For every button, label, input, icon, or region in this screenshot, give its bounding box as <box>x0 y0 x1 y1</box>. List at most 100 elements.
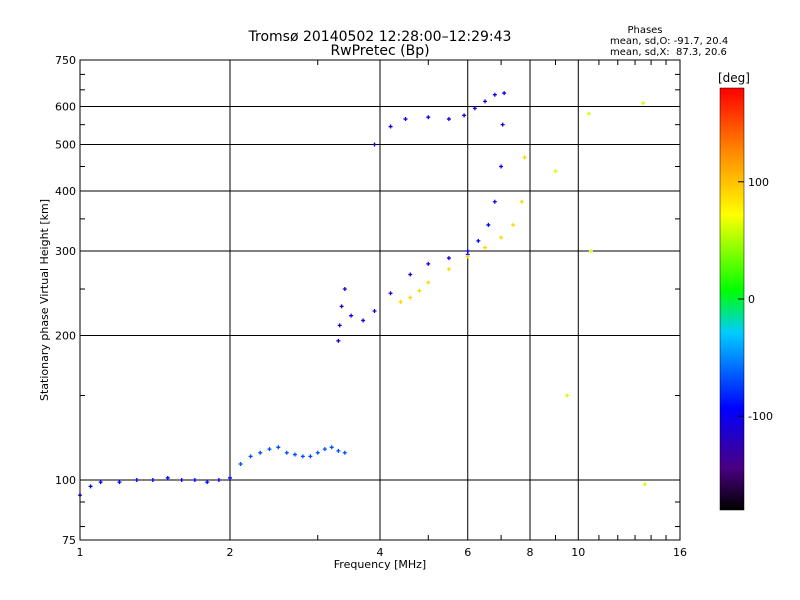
data-point <box>388 124 393 129</box>
data-point <box>88 484 93 489</box>
data-point <box>258 450 263 455</box>
data-point <box>476 238 481 243</box>
colorbar-tick-label: -100 <box>748 410 773 423</box>
stats-x-line: mean, sd,X: 87.3, 20.6 <box>610 47 727 58</box>
data-point <box>205 480 210 485</box>
x-axis-label: Frequency [MHz] <box>334 558 426 571</box>
y-tick-label: 100 <box>55 474 76 487</box>
data-point <box>308 454 313 459</box>
data-point <box>500 122 505 127</box>
y-tick-label: 400 <box>55 185 76 198</box>
data-point <box>228 475 232 480</box>
y-axis-label: Stationary phase Virtual Height [km] <box>38 199 51 401</box>
data-point <box>417 288 422 293</box>
y-tick-label: 75 <box>62 534 76 547</box>
colorbar-ticks: 100 0 -100 <box>738 176 773 423</box>
x-tick-label: 10 <box>571 546 585 559</box>
data-point <box>329 445 334 450</box>
data-point <box>641 101 646 106</box>
y-tick-label: 600 <box>55 101 76 114</box>
data-point <box>642 482 647 487</box>
data-point <box>499 235 504 240</box>
y-tick-label: 500 <box>55 139 76 152</box>
chart-title: Tromsø 20140502 12:28:00–12:29:43 <box>248 29 512 45</box>
y-tick-label: 750 <box>55 54 76 67</box>
data-point <box>292 452 297 457</box>
data-point <box>339 304 344 309</box>
data-point <box>483 99 488 104</box>
data-point <box>398 299 403 304</box>
y-tick-label: 200 <box>55 330 76 343</box>
data-point <box>267 447 272 452</box>
data-point <box>342 287 347 292</box>
x-tick-label: 16 <box>673 546 687 559</box>
x-tick-label: 6 <box>464 546 471 559</box>
data-point <box>403 117 408 122</box>
axis-ticks: 1 2 4 6 8 10 16 75 100 200 300 400 500 600 750 <box>55 54 687 559</box>
data-point <box>483 245 488 250</box>
data-point <box>238 461 243 466</box>
data-point <box>462 113 467 118</box>
stats-title: Phases <box>627 25 662 36</box>
data-point <box>446 256 451 261</box>
data-point <box>426 280 431 285</box>
data-point <box>276 445 281 450</box>
x-tick-label: 8 <box>527 546 534 559</box>
colorbar-label: [deg] <box>718 71 750 85</box>
data-points <box>78 91 647 498</box>
data-point <box>337 323 342 328</box>
data-point <box>342 450 347 455</box>
data-point <box>511 222 516 227</box>
data-point <box>472 106 477 111</box>
data-point <box>522 155 527 160</box>
data-point <box>499 164 504 169</box>
data-point <box>192 478 197 483</box>
data-point <box>408 272 413 277</box>
data-point <box>426 261 431 266</box>
y-tick-label: 300 <box>55 245 76 258</box>
data-point <box>336 448 341 453</box>
data-point <box>408 295 413 300</box>
data-point <box>349 313 354 318</box>
data-point <box>179 478 184 483</box>
data-point <box>492 92 497 97</box>
data-point <box>361 318 366 323</box>
plot-frame <box>79 59 681 541</box>
data-point <box>586 111 591 116</box>
data-point <box>372 142 377 147</box>
data-point <box>134 478 139 483</box>
data-point <box>315 450 320 455</box>
data-point <box>519 199 524 204</box>
x-tick-label: 2 <box>227 546 234 559</box>
data-point <box>117 480 122 485</box>
data-point <box>372 308 377 313</box>
data-point <box>216 478 221 483</box>
colorbar-tick-label: 100 <box>748 176 769 189</box>
data-point <box>388 291 393 296</box>
data-point <box>492 199 497 204</box>
data-point <box>465 249 470 254</box>
data-point <box>588 249 593 254</box>
data-point <box>98 480 103 485</box>
data-point <box>300 454 305 459</box>
x-tick-label: 4 <box>377 546 384 559</box>
data-point <box>486 222 491 227</box>
data-point <box>284 450 289 455</box>
stats-o-line: mean, sd,O: -91.7, 20.4 <box>610 36 728 47</box>
data-point <box>248 454 253 459</box>
chart-subtitle: RwPretec (Bp) <box>330 43 429 59</box>
colorbar-tick-label: 0 <box>748 293 755 306</box>
data-point <box>165 475 170 480</box>
x-tick-label: 1 <box>77 546 84 559</box>
data-point <box>553 169 558 174</box>
data-point <box>322 447 327 452</box>
data-point <box>446 117 451 122</box>
data-point <box>150 478 155 483</box>
data-point <box>565 393 570 398</box>
data-point <box>502 91 507 96</box>
data-point <box>426 115 431 120</box>
data-point <box>465 254 470 259</box>
data-point <box>446 267 451 272</box>
data-point <box>336 338 341 343</box>
